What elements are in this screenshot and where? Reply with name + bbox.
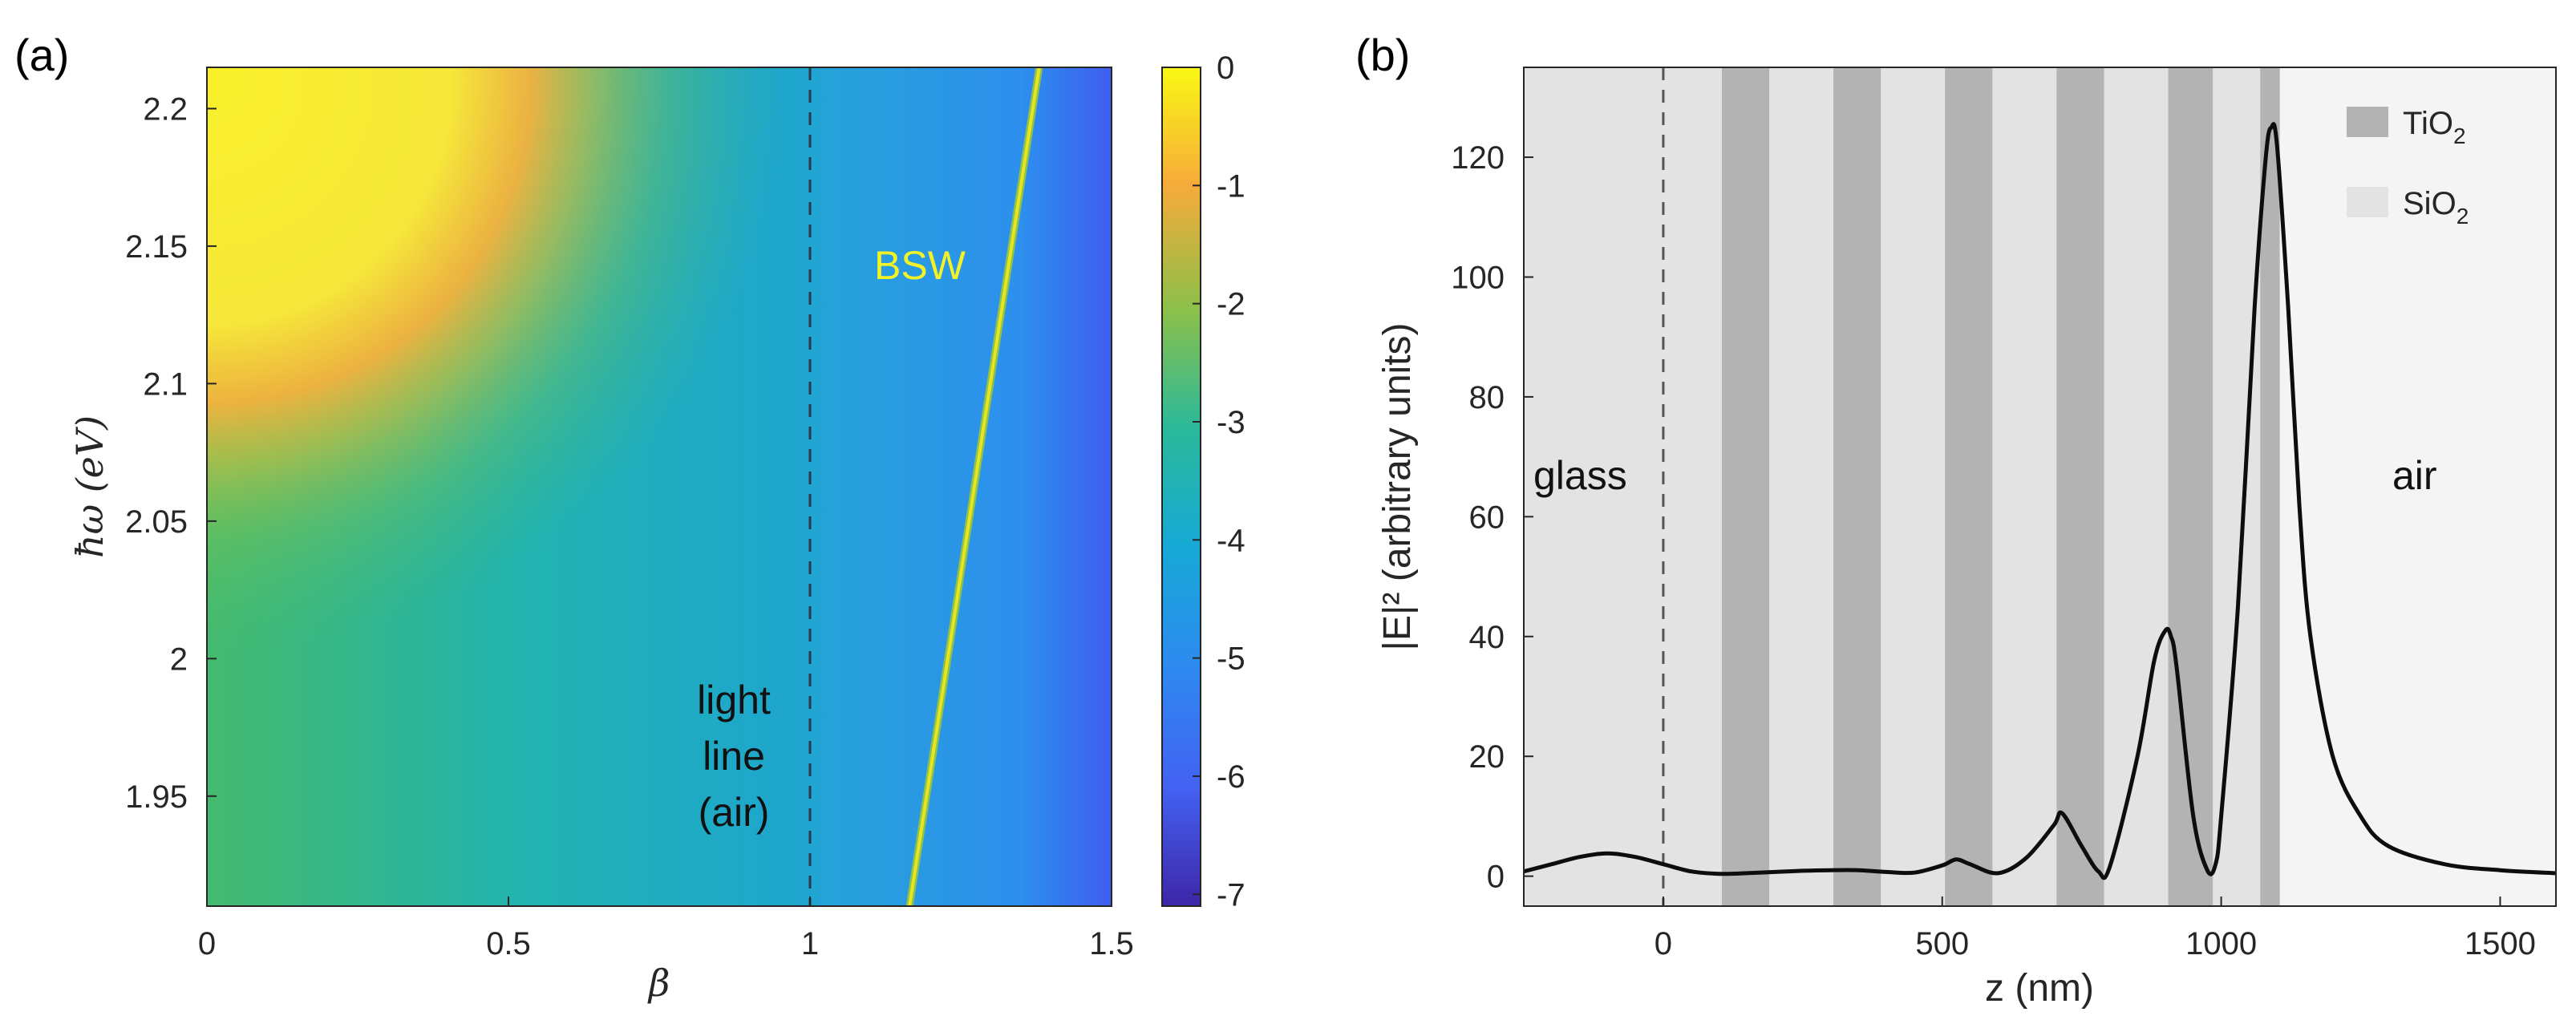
line-plot-frame	[1523, 67, 2557, 907]
sio2-background	[1524, 67, 2280, 906]
line-plot-ytick-label: 100	[1451, 261, 1505, 296]
line-plot-xlabel: z (nm)	[1985, 967, 2094, 1010]
colorbar-tick-label: -5	[1217, 642, 1245, 677]
tio2-layer	[2056, 67, 2104, 906]
colorbar-tick-label: -3	[1217, 405, 1245, 440]
line-plot-panel: 0 500 1000 1500 0 20 40 60 80 100 120 glass air z …	[1376, 67, 2557, 1010]
tio2-layer	[2168, 67, 2213, 906]
line-plot-ytick-label: 0	[1487, 860, 1505, 895]
colorbar-gradient	[1161, 67, 1201, 907]
line-plot-ytick-label: 120	[1451, 140, 1505, 176]
panel-a-label: (a)	[14, 30, 69, 80]
heatmap-ytick-label: 2.1	[143, 366, 188, 402]
colorbar-tick-label: 0	[1217, 51, 1234, 86]
line-plot-xtick-label: 500	[1915, 926, 1969, 961]
heatmap-frame	[206, 67, 1112, 907]
line-plot-ytick-label: 20	[1469, 739, 1505, 775]
bsw-mode-line	[908, 67, 1041, 906]
line-plot-xtick-label: 0	[1655, 926, 1672, 961]
tio2-layer	[1945, 67, 1993, 906]
line-plot-ylabel: |E|² (arbitrary units)	[1376, 322, 1419, 650]
light-line-label-3: (air)	[699, 790, 770, 835]
colorbar-tick-label: -1	[1217, 168, 1245, 204]
colorbar-tick-label: -2	[1217, 287, 1245, 322]
line-plot-ytick-label: 40	[1469, 620, 1505, 655]
line-plot-ytick-label: 80	[1469, 380, 1505, 415]
heatmap-xtick-label: 0	[198, 926, 216, 961]
line-plot-xtick-label: 1500	[2465, 926, 2536, 961]
line-plot-ytick-label: 60	[1469, 500, 1505, 535]
heatmap-ytick-label: 2.15	[125, 229, 188, 265]
tio2-layer	[1833, 67, 1881, 906]
heatmap-hot-region	[207, 67, 1112, 906]
heatmap-ylabel: ħω (eV)	[68, 415, 111, 558]
bsw-label: BSW	[874, 243, 966, 288]
heatmap-ytick-label: 2.2	[143, 91, 188, 127]
heatmap-ytick-label: 2.05	[125, 504, 188, 540]
heatmap-xlabel: β	[647, 961, 670, 1005]
legend-swatch-tio2	[2347, 107, 2388, 137]
legend-label-sio2: SiO2	[2403, 186, 2469, 229]
colorbar-tick-label: -7	[1217, 877, 1245, 913]
air-region-label: air	[2392, 453, 2437, 498]
colorbar-tick-label: -4	[1217, 523, 1245, 558]
legend-label-tio2: TiO2	[2403, 106, 2466, 148]
light-line-label-1: light	[697, 678, 771, 722]
heatmap-xtick-label: 1	[801, 926, 819, 961]
light-line-label-2: line	[703, 734, 765, 779]
heatmap-panel: 0 0.5 1 1.5 1.95 2 2.05 2.1 2.15 2.2 light line (…	[68, 67, 1134, 1005]
heatmap-ytick-label: 1.95	[125, 779, 188, 815]
colorbar-tick-label: -6	[1217, 759, 1245, 795]
legend-swatch-sio2	[2347, 187, 2388, 217]
line-plot-xtick-label: 1000	[2185, 926, 2257, 961]
field-intensity-curve	[1524, 122, 2556, 880]
legend: TiO2 SiO2	[2347, 106, 2469, 229]
heatmap-xtick-label: 1.5	[1089, 926, 1134, 961]
heatmap-xtick-label: 0.5	[486, 926, 531, 961]
tio2-layer	[1721, 67, 1770, 906]
colorbar: 0 -1 -2 -3 -4 -5 -6 -7	[1161, 51, 1245, 913]
heatmap-ytick-label: 2	[170, 642, 188, 677]
glass-region-label: glass	[1533, 453, 1627, 498]
air-background	[2279, 67, 2556, 906]
panel-b-label: (b)	[1355, 30, 1410, 80]
